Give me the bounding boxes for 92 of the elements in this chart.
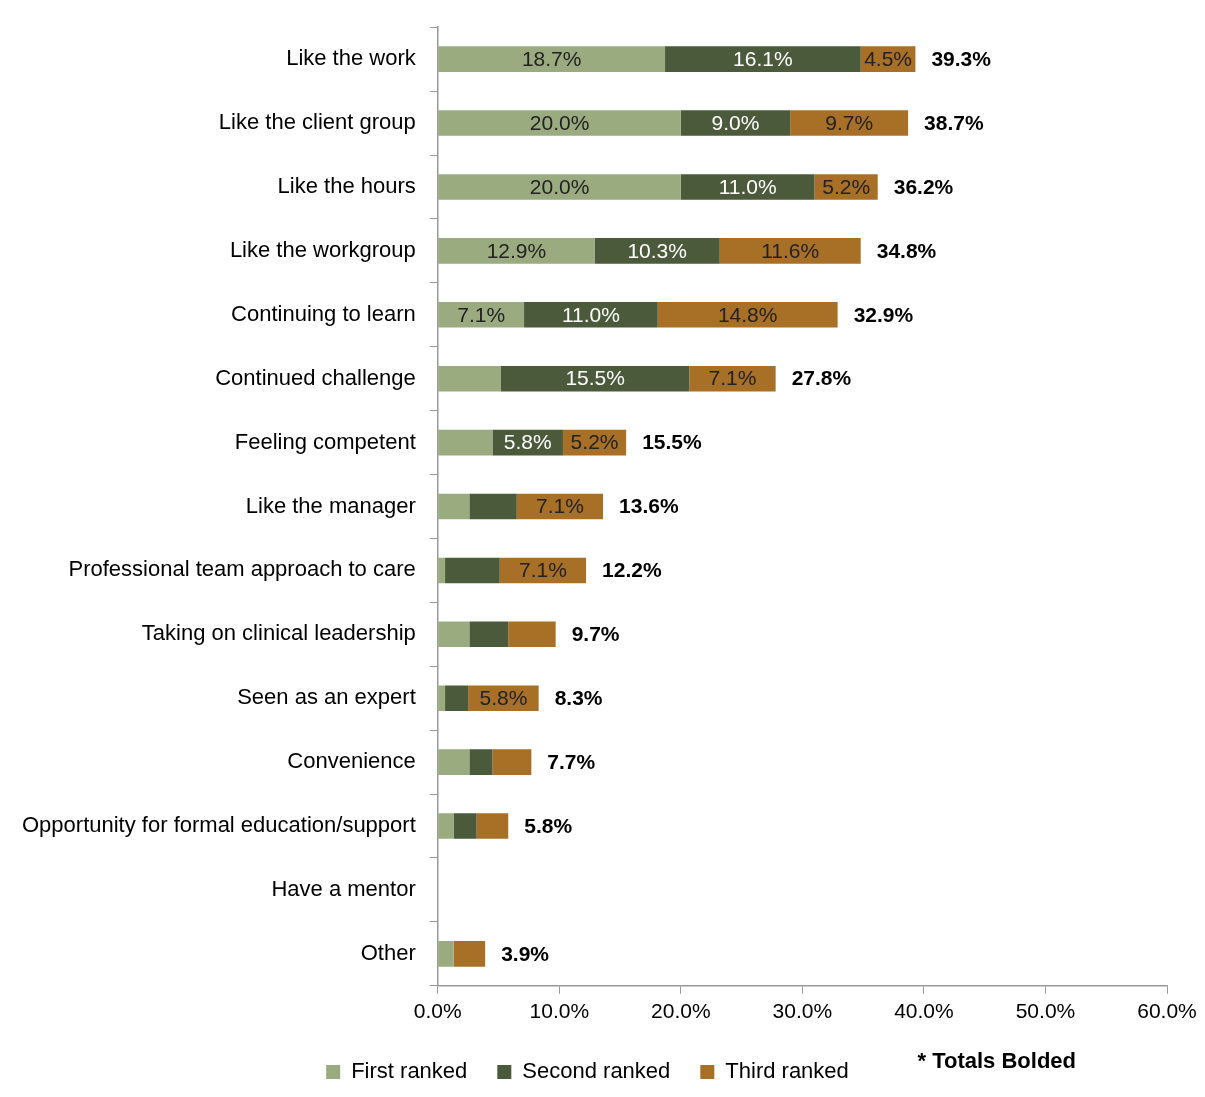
y-tick-label: Like the manager: [245, 492, 416, 518]
y-tick-label: Seen as an expert: [237, 684, 416, 710]
data-label: 20.0%: [529, 110, 590, 134]
y-tick-label: Professional team approach to care: [68, 556, 416, 582]
bar: [438, 685, 446, 711]
data-label: 12.9%: [486, 238, 547, 262]
data-label: 9.7%: [825, 110, 874, 134]
bar: [438, 238, 595, 264]
bar: [438, 110, 681, 136]
data-label: 5.8%: [479, 686, 528, 710]
y-tick-label: Have a mentor: [271, 876, 416, 901]
data-label: 5.2%: [570, 430, 619, 454]
bar: [665, 46, 861, 72]
x-tick-label: 20.0%: [651, 999, 711, 1023]
total-label: 8.3%: [554, 686, 603, 710]
bar: [469, 749, 493, 775]
total-label: 27.8%: [791, 366, 852, 390]
total-label: 7.7%: [547, 749, 596, 773]
total-label: 36.2%: [893, 174, 954, 198]
bar: [453, 813, 477, 839]
data-label: 7.1%: [708, 366, 757, 390]
x-tick-label: 40.0%: [894, 999, 954, 1023]
data-label: 14.8%: [717, 302, 778, 326]
bar: [438, 174, 681, 200]
total-label: 13.6%: [619, 494, 679, 518]
bar: [790, 110, 909, 136]
total-label: 3.9%: [501, 941, 550, 965]
bar: [438, 749, 470, 775]
legend-label: First ranked: [351, 1058, 468, 1084]
x-tick-label: 0.0%: [413, 999, 462, 1023]
total-label: 32.9%: [853, 302, 914, 326]
bar: [438, 365, 501, 392]
total-label: 12.2%: [602, 558, 662, 582]
y-tick-label: Like the workgroup: [229, 236, 416, 262]
y-tick-label: Like the work: [286, 45, 417, 71]
data-label: 7.1%: [535, 494, 584, 518]
y-tick-label: Opportunity for formal education/support: [22, 812, 416, 838]
data-label: 15.5%: [565, 366, 625, 390]
bar: [524, 302, 658, 328]
text: * Totals Bolded: [917, 1048, 1076, 1074]
data-label: 16.1%: [733, 46, 793, 70]
total-label: 5.8%: [524, 813, 573, 837]
y-tick-label: Feeling competent: [234, 428, 416, 454]
y-tick-label: Like the hours: [277, 173, 416, 199]
total-label: 38.7%: [924, 110, 984, 134]
total-label: 9.7%: [571, 622, 620, 646]
bar: [438, 557, 446, 584]
x-tick-label: 60.0%: [1137, 999, 1197, 1023]
bar: [445, 557, 500, 584]
data-label: 9.0%: [711, 110, 760, 134]
y-tick-label: Like the client group: [218, 109, 416, 135]
x-tick-label: 50.0%: [1015, 999, 1076, 1023]
x-tick-label: 10.0%: [529, 999, 590, 1023]
total-label: 39.3%: [931, 46, 992, 70]
y-tick-label: Convenience: [287, 748, 416, 774]
bar: [476, 813, 509, 839]
bar: [453, 941, 486, 967]
bar: [438, 302, 525, 328]
bar: [508, 621, 556, 648]
data-label: 11.0%: [561, 302, 620, 326]
bar: [680, 174, 815, 200]
bar: [445, 685, 469, 711]
bar: [657, 302, 838, 328]
y-tick-label: Taking on clinical leadership: [141, 620, 416, 646]
data-label: 11.0%: [718, 174, 777, 198]
y-tick-label: Other: [360, 939, 416, 965]
data-label: 4.5%: [864, 46, 913, 70]
bar: [438, 941, 454, 967]
data-label: 5.8%: [503, 430, 552, 454]
data-label: 7.1%: [518, 558, 567, 582]
data-label: 18.7%: [521, 46, 582, 70]
bar: [438, 46, 666, 72]
total-label: 15.5%: [642, 430, 703, 454]
bar: [438, 493, 470, 520]
bar: [438, 813, 454, 839]
bar: [438, 429, 493, 456]
bar: [469, 493, 517, 520]
y-tick-label: Continuing to learn: [231, 300, 416, 326]
legend-label: Second ranked: [522, 1058, 671, 1084]
bar: [492, 749, 532, 775]
data-label: 5.2%: [822, 174, 871, 198]
x-tick-label: 30.0%: [772, 999, 833, 1023]
data-label: 10.3%: [627, 238, 687, 262]
data-label: 20.0%: [529, 174, 590, 198]
legend-label: Third ranked: [725, 1058, 849, 1084]
data-label: 11.6%: [761, 238, 820, 262]
bar: [719, 238, 861, 264]
data-label: 7.1%: [457, 302, 506, 326]
bar: [438, 621, 470, 648]
bar: [469, 621, 509, 648]
total-label: 34.8%: [876, 238, 937, 262]
y-tick-label: Continued challenge: [215, 364, 416, 390]
